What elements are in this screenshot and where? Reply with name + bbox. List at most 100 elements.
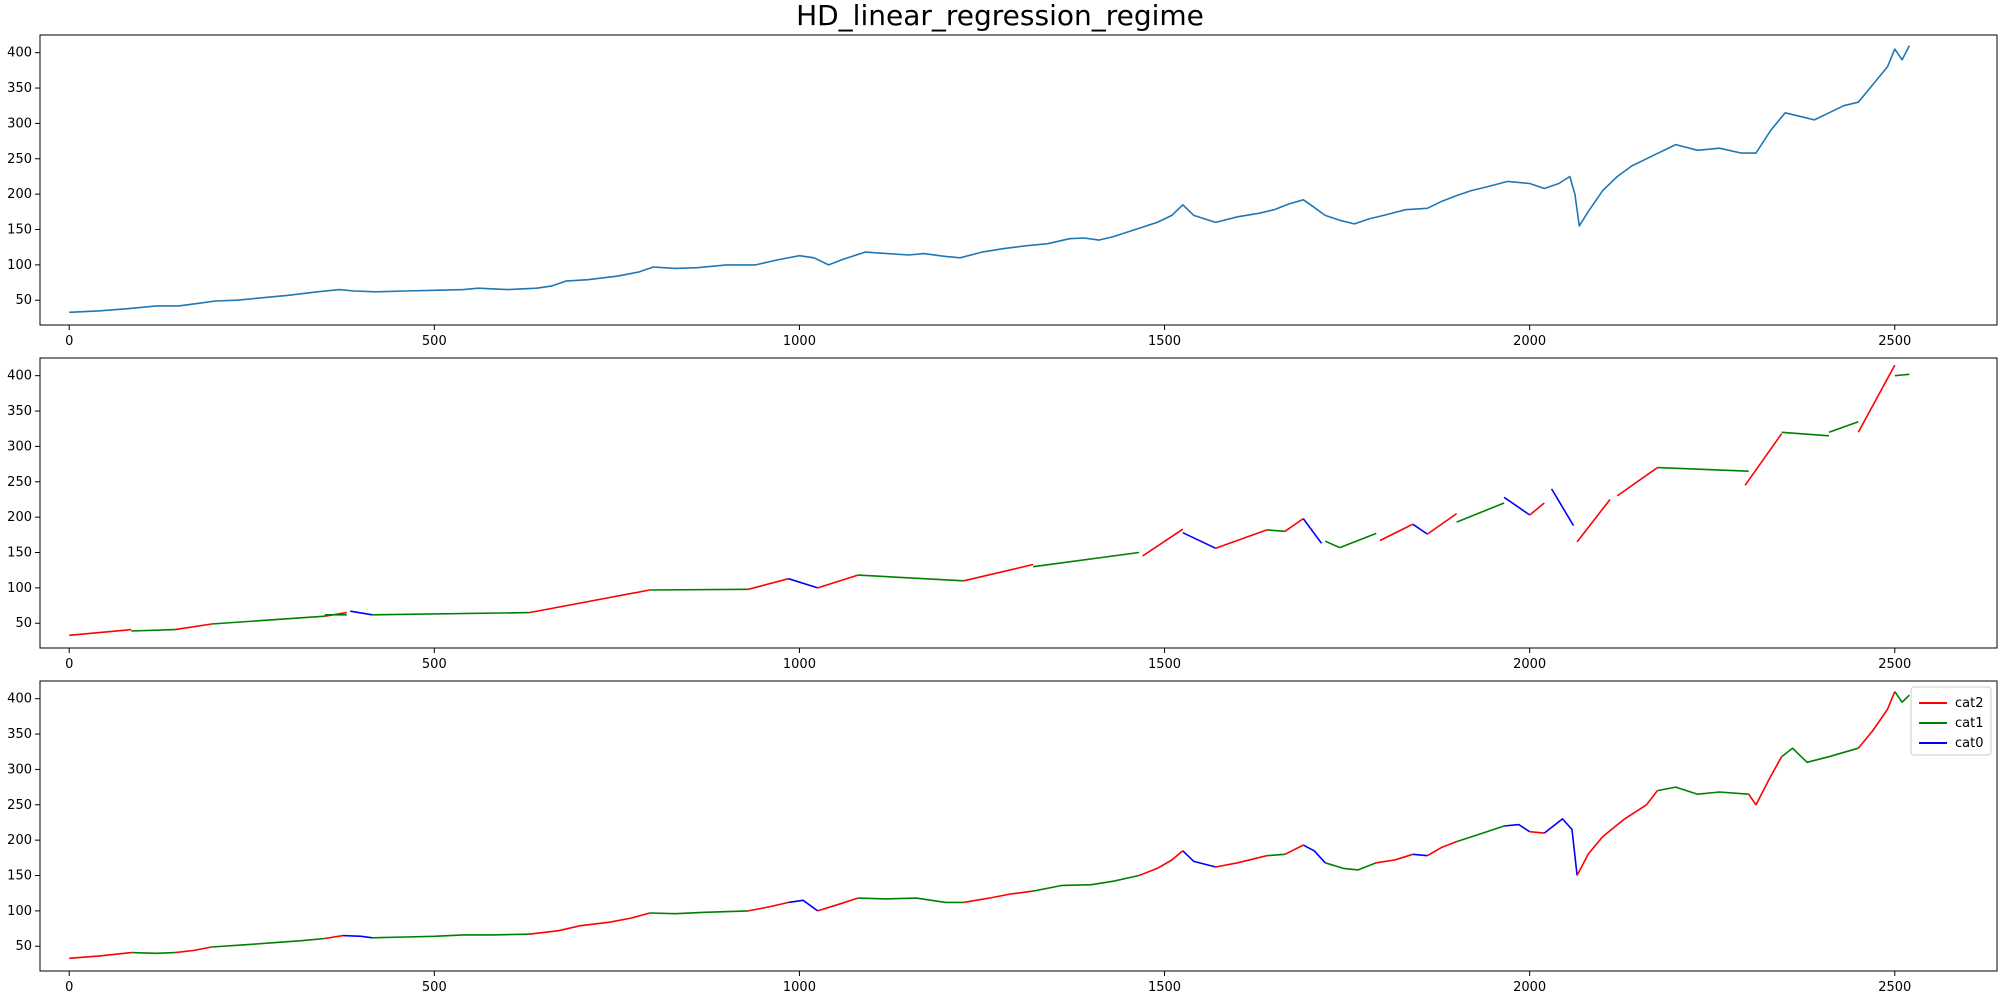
chart-title: HD_linear_regression_regime (796, 0, 1204, 32)
regime-segment-cat0 (1412, 853, 1428, 857)
y-tick-label: 50 (15, 616, 32, 631)
regime-segment-cat1 (131, 951, 176, 955)
legend-label-cat2: cat2 (1955, 696, 1983, 711)
regime-segment-cat1 (1339, 532, 1377, 549)
y-tick-label: 200 (7, 187, 32, 202)
regime-segment-cat1 (857, 897, 964, 904)
x-tick-label: 2000 (1513, 657, 1546, 672)
regime-segment-cat2 (1284, 844, 1304, 856)
regime-segment-cat1 (1266, 853, 1286, 857)
regime-segment-cat1 (1324, 862, 1377, 871)
regime-segment-cat2 (748, 901, 789, 912)
regime-segment-cat2 (748, 577, 789, 591)
x-tick-label: 2500 (1878, 980, 1911, 995)
regime-segment-cat2 (1744, 433, 1783, 486)
x-tick-label: 500 (422, 657, 447, 672)
regime-segment-cat2 (1284, 517, 1304, 532)
regime-segment-cat0 (350, 610, 373, 616)
y-tick-label: 150 (7, 869, 32, 884)
regime-segment-cat2 (1748, 756, 1783, 806)
x-tick-label: 2500 (1878, 657, 1911, 672)
regime-segment-cat2 (69, 628, 132, 637)
regime-segment-cat1 (1828, 420, 1859, 434)
subplot-bottom-regime: 0 500 1000 1500 2000 2500 50 100 150 200 250 300 350… (7, 680, 1998, 995)
regime-segment-cat2 (529, 912, 650, 935)
regime-segment-cat2 (1426, 512, 1458, 535)
regime-segment-cat2 (1376, 853, 1414, 864)
y-tick-label: 100 (7, 581, 32, 596)
y-tick-label: 400 (7, 369, 32, 384)
regime-segment-cat0 (1504, 823, 1531, 833)
regime-segment-cat2 (1379, 523, 1414, 542)
regime-segment-cat0 (1550, 488, 1575, 527)
regime-segment-cat1 (1781, 747, 1859, 764)
regime-segment-cat2 (1857, 364, 1896, 433)
regime-segment-cat0 (1302, 844, 1326, 864)
y-tick-label: 50 (15, 939, 32, 954)
regime-segment-cat0 (1182, 531, 1217, 550)
regime-segment-cat0 (1412, 523, 1428, 535)
price-series-line (69, 45, 1911, 314)
x-tick-label: 0 (65, 980, 73, 995)
x-tick-label: 1500 (1148, 334, 1181, 349)
regime-segment-cat2 (175, 946, 212, 954)
regime-segment-cat0 (788, 899, 819, 912)
axes-frame (39, 680, 1998, 972)
regime-segment-cat1 (372, 611, 530, 616)
regime-segment-cat1 (1456, 502, 1505, 523)
regime-segment-cat2 (1138, 850, 1184, 877)
x-tick-label: 2000 (1513, 980, 1546, 995)
y-tick-label: 300 (7, 762, 32, 777)
x-tick-label: 1500 (1148, 657, 1181, 672)
regime-segment-cat2 (1426, 840, 1457, 857)
axes-frame (39, 34, 1998, 326)
regime-segment-cat2 (174, 623, 212, 631)
regime-segment-cat2 (817, 574, 859, 589)
regime-segment-cat2 (324, 934, 344, 940)
regime-segment-cat2 (1576, 790, 1659, 876)
regime-segment-cat2 (1529, 502, 1545, 516)
regime-segment-cat1 (1657, 466, 1749, 472)
x-tick-label: 1000 (783, 657, 816, 672)
regime-segment-cat0 (1543, 818, 1578, 876)
regime-segment-cat1 (1456, 825, 1505, 843)
y-tick-label: 50 (15, 293, 32, 308)
regime-segment-cat1 (1894, 373, 1910, 377)
y-tick-label: 250 (7, 475, 32, 490)
regime-segment-cat1 (649, 588, 749, 591)
legend-label-cat0: cat0 (1955, 736, 1983, 751)
regime-segment-cat0 (1503, 496, 1531, 516)
regime-segment-cat1 (857, 574, 964, 582)
regime-segment-cat1 (211, 937, 325, 948)
y-tick-label: 200 (7, 833, 32, 848)
x-tick-label: 1000 (783, 334, 816, 349)
y-tick-label: 350 (7, 81, 32, 96)
regime-segment-cat2 (963, 890, 1034, 904)
y-tick-label: 200 (7, 510, 32, 525)
regime-segment-cat1 (211, 615, 325, 625)
y-tick-label: 400 (7, 692, 32, 707)
regime-segment-cat2 (963, 563, 1034, 582)
regime-segment-cat2 (817, 897, 859, 912)
y-tick-label: 100 (7, 258, 32, 273)
regime-segment-cat1 (1032, 551, 1140, 568)
regime-segment-cat1 (1032, 874, 1140, 892)
regime-segment-cat1 (1657, 786, 1749, 796)
regime-segment-cat1 (1266, 529, 1286, 533)
regime-segment-cat2 (1215, 529, 1268, 550)
regime-segment-cat2 (1529, 830, 1545, 834)
regime-segment-cat2 (1142, 528, 1184, 557)
y-tick-label: 250 (7, 152, 32, 167)
regime-segment-cat1 (649, 910, 749, 915)
y-tick-label: 100 (7, 904, 32, 919)
x-tick-label: 500 (422, 980, 447, 995)
regime-segment-cat2 (1215, 854, 1267, 868)
regime-segment-cat1 (1781, 431, 1830, 437)
y-tick-label: 350 (7, 404, 32, 419)
y-tick-label: 250 (7, 798, 32, 813)
plot-area (69, 45, 1911, 314)
x-tick-label: 0 (65, 657, 73, 672)
y-tick-label: 350 (7, 727, 32, 742)
y-tick-label: 300 (7, 439, 32, 454)
